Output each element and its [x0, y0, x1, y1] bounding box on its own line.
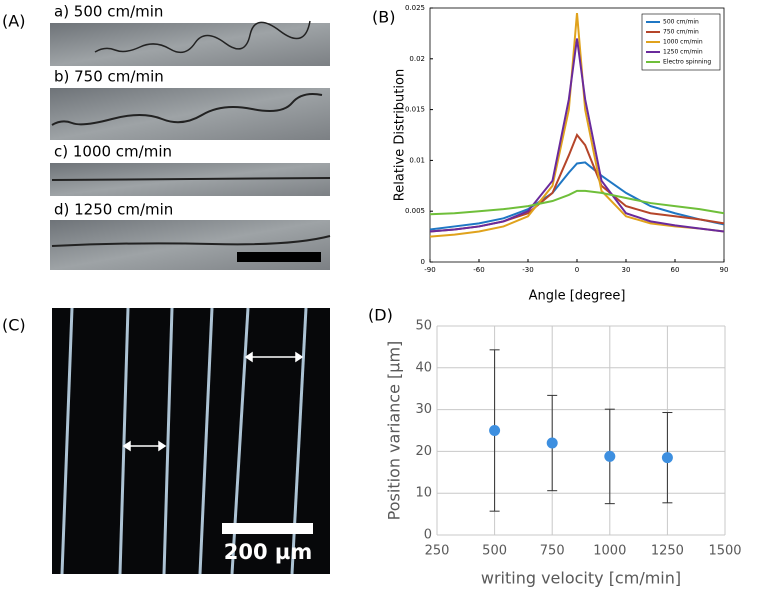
y-axis-label: Position variance [µm] [385, 341, 404, 521]
y-tick-label: 50 [415, 319, 432, 334]
legend-label: 1250 cm/min [663, 49, 703, 56]
point [489, 425, 501, 436]
line-series [429, 161, 725, 231]
line-series [429, 189, 725, 216]
x-axis-label: writing velocity [cm/min] [481, 569, 681, 588]
legend-label: 500 cm/min [663, 19, 699, 26]
x-tick-label: -60 [473, 266, 484, 274]
line-series [429, 133, 725, 233]
panel-label: (C) [2, 316, 26, 335]
point [604, 450, 616, 462]
fiber [51, 93, 323, 126]
arrow-head [244, 351, 304, 363]
x-tick-label: 60 [671, 266, 680, 274]
point [661, 452, 673, 464]
x-tick-label: -90 [424, 266, 435, 274]
x-axis-label: Angle [degree] [529, 289, 626, 304]
line-series [429, 38, 725, 233]
y-tick-label: 30 [415, 402, 432, 417]
plot-frame [429, 7, 725, 263]
micrograph [52, 308, 330, 574]
panel-label: (D) [368, 306, 393, 325]
fiber [198, 307, 214, 575]
micrograph [50, 88, 330, 140]
panel-c-image: 200 µm [52, 307, 330, 575]
line-series [429, 12, 725, 238]
image-caption: d) 1250 cm/min [54, 201, 173, 219]
x-tick-label: 1500 [708, 544, 741, 559]
y-tick-label: 0.015 [405, 106, 425, 114]
x-tick-label: -30 [522, 266, 533, 274]
x-tick-label: 500 [482, 544, 507, 559]
panel-a-images [50, 20, 331, 270]
y-tick-label: 10 [415, 486, 432, 501]
y-tick-label: 0.02 [409, 55, 425, 63]
image-caption: c) 1000 cm/min [54, 143, 172, 161]
x-tick-label: 1000 [593, 544, 626, 559]
fiber [162, 307, 174, 575]
legend-label: 1000 cm/min [663, 39, 703, 46]
micrograph [50, 23, 330, 66]
y-tick-label: 0.005 [405, 207, 425, 215]
panel-label: (B) [372, 8, 395, 27]
legend-label: 750 cm/min [663, 29, 699, 36]
panel-label: (A) [2, 12, 25, 31]
x-tick-label: 0 [575, 266, 579, 274]
fiber [60, 307, 74, 575]
x-tick-label: 1250 [651, 544, 684, 559]
x-tick-label: 750 [540, 544, 565, 559]
y-tick-label: 0.025 [405, 4, 425, 12]
x-tick-label: 250 [425, 544, 450, 559]
y-tick-label: 0 [424, 528, 432, 543]
image-caption: b) 750 cm/min [54, 68, 164, 86]
scale-bar-label: 200 µm [224, 540, 312, 564]
x-tick-label: 90 [720, 266, 729, 274]
point [546, 437, 558, 449]
legend-label: Electro spinning [663, 59, 711, 66]
fiber [118, 307, 130, 575]
fiber [94, 20, 311, 54]
fiber [51, 177, 331, 181]
y-axis-label: Relative Distribution [393, 69, 408, 201]
y-tick-label: 0.01 [409, 156, 425, 164]
arrow-head [122, 440, 167, 452]
fiber [51, 235, 331, 247]
scale-bar [222, 523, 313, 534]
y-tick-label: 0 [421, 258, 425, 266]
y-tick-label: 40 [415, 360, 432, 375]
image-caption: a) 500 cm/min [54, 3, 163, 21]
y-tick-label: 20 [415, 444, 432, 459]
scale-bar [237, 252, 321, 262]
x-tick-label: 30 [622, 266, 631, 274]
